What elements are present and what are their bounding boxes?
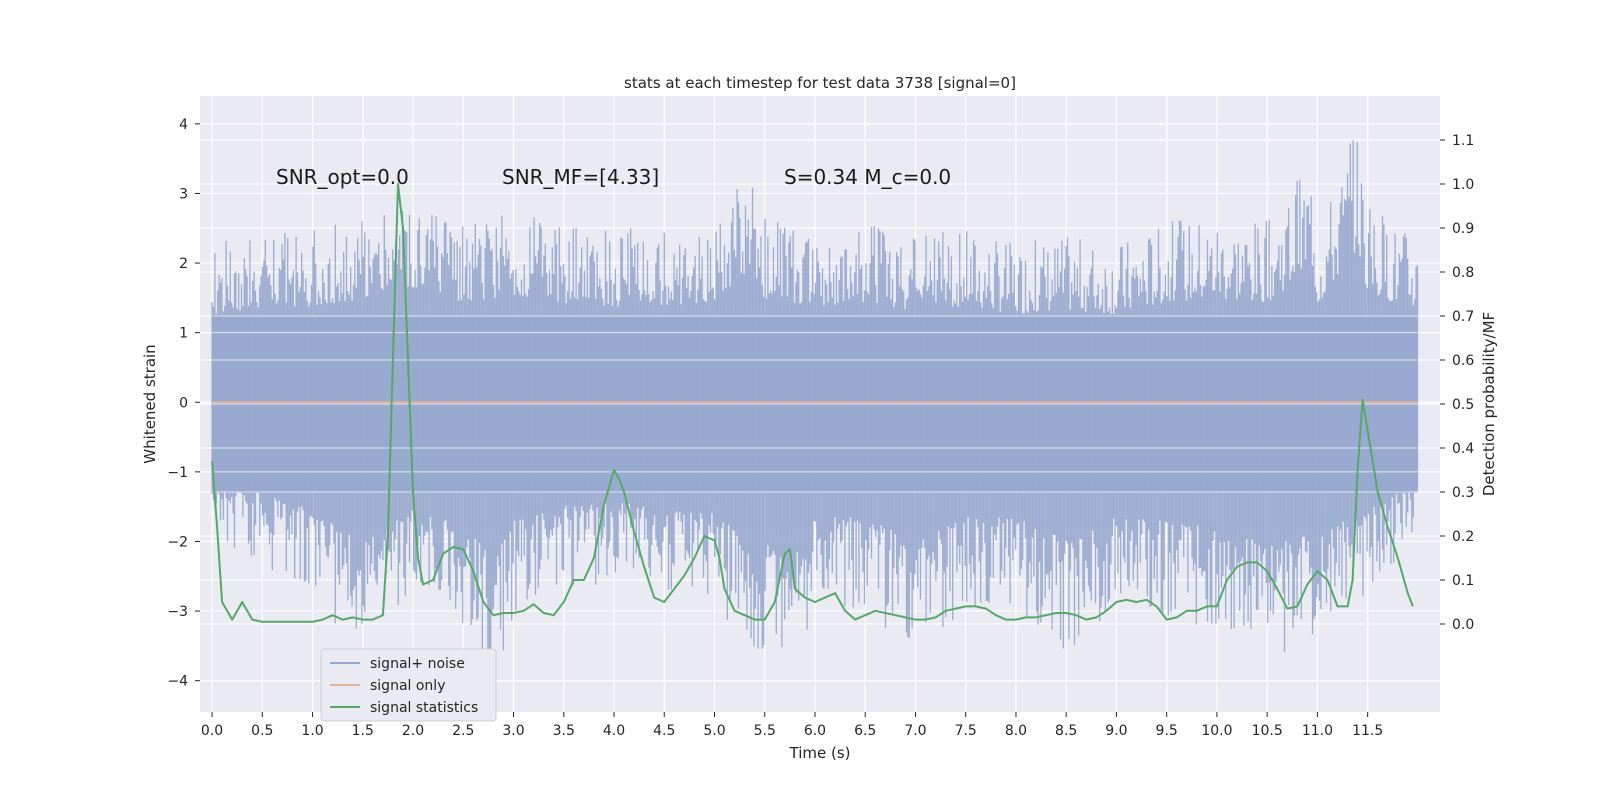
x-tick-label: 5.5 bbox=[754, 723, 776, 739]
legend-label-signal-statistics: signal statistics bbox=[370, 700, 478, 716]
y-right-tick-label: 0.1 bbox=[1452, 573, 1474, 589]
y-right-axis-label: Detection probability/MF bbox=[1480, 312, 1498, 496]
y-right-tick-label: 0.0 bbox=[1452, 617, 1474, 633]
x-tick-label: 5.0 bbox=[703, 723, 725, 739]
y-tick-label: 4 bbox=[179, 117, 188, 133]
x-axis-label: Time (s) bbox=[789, 744, 851, 762]
y-axis-label: Whitened strain bbox=[141, 344, 159, 463]
series-layer bbox=[211, 183, 1418, 623]
y-right-tick-label: 0.4 bbox=[1452, 441, 1474, 457]
y-right-tick-label: 0.9 bbox=[1452, 221, 1474, 237]
chart-title: stats at each timestep for test data 373… bbox=[624, 74, 1016, 92]
x-tick-label: 9.5 bbox=[1156, 723, 1178, 739]
y-right-tick-label: 1.1 bbox=[1452, 133, 1474, 149]
y-right-tick-label: 1.0 bbox=[1452, 177, 1474, 193]
x-tick-label: 0.5 bbox=[251, 723, 273, 739]
y-right-axis-ticks: 1.1 1.0 0.9 0.8 0.7 0.6 0.5 0.4 0.3 0.2 0.1 0.0 bbox=[1440, 133, 1474, 633]
x-tick-label: 7.5 bbox=[955, 723, 977, 739]
annotation-snr-opt: SNR_opt=0.0 bbox=[276, 165, 409, 189]
x-tick-label: 0.0 bbox=[201, 723, 223, 739]
legend-label-signal-noise: signal+ noise bbox=[370, 656, 465, 672]
x-tick-label: 1.0 bbox=[301, 723, 323, 739]
x-tick-label: 11.0 bbox=[1302, 723, 1333, 739]
x-tick-label: 6.5 bbox=[854, 723, 876, 739]
y-tick-label: 1 bbox=[179, 326, 188, 342]
annotation-s-mc: S=0.34 M_c=0.0 bbox=[784, 165, 951, 189]
x-tick-label: 10.0 bbox=[1201, 723, 1232, 739]
legend-label-signal-only: signal only bbox=[370, 678, 445, 694]
annotation-snr-mf: SNR_MF=[4.33] bbox=[502, 165, 659, 189]
y-right-tick-label: 0.8 bbox=[1452, 265, 1474, 281]
y-tick-label: 2 bbox=[179, 256, 188, 272]
x-tick-label: 1.5 bbox=[352, 723, 374, 739]
x-tick-label: 3.0 bbox=[502, 723, 524, 739]
x-tick-label: 2.5 bbox=[452, 723, 474, 739]
x-tick-label: 3.5 bbox=[553, 723, 575, 739]
y-right-tick-label: 0.6 bbox=[1452, 353, 1474, 369]
y-tick-label: 3 bbox=[179, 186, 188, 202]
y-tick-label: −1 bbox=[167, 465, 188, 481]
x-tick-label: 6.0 bbox=[804, 723, 826, 739]
y-right-tick-label: 0.5 bbox=[1452, 397, 1474, 413]
y-tick-label: −3 bbox=[167, 604, 188, 620]
y-tick-label: 0 bbox=[179, 395, 188, 411]
y-right-tick-label: 0.3 bbox=[1452, 485, 1474, 501]
series-signal-statistics bbox=[211, 183, 1414, 623]
x-tick-label: 7.0 bbox=[904, 723, 926, 739]
x-axis-ticks: 0.0 0.5 1.0 1.5 2.0 2.5 3.0 3.5 4.0 4.5 5.0 5.5 6.0 6… bbox=[201, 712, 1383, 739]
y-right-tick-label: 0.2 bbox=[1452, 529, 1474, 545]
y-axis-ticks: 4 3 2 1 0 −1 −2 −3 −4 bbox=[167, 117, 200, 690]
x-tick-label: 9.0 bbox=[1105, 723, 1127, 739]
x-tick-label: 10.5 bbox=[1252, 723, 1283, 739]
y-right-tick-label: 0.7 bbox=[1452, 309, 1474, 325]
x-tick-label: 11.5 bbox=[1352, 723, 1383, 739]
x-tick-label: 8.0 bbox=[1005, 723, 1027, 739]
legend-box bbox=[320, 648, 497, 722]
x-tick-label: 8.5 bbox=[1055, 723, 1077, 739]
y-tick-label: −2 bbox=[167, 534, 188, 550]
y-tick-label: −4 bbox=[167, 674, 188, 690]
legend: signal+ noise signal only signal statist… bbox=[320, 648, 497, 722]
x-tick-label: 4.0 bbox=[603, 723, 625, 739]
x-tick-label: 2.0 bbox=[402, 723, 424, 739]
noise-layer bbox=[211, 140, 1419, 672]
x-tick-label: 4.5 bbox=[653, 723, 675, 739]
